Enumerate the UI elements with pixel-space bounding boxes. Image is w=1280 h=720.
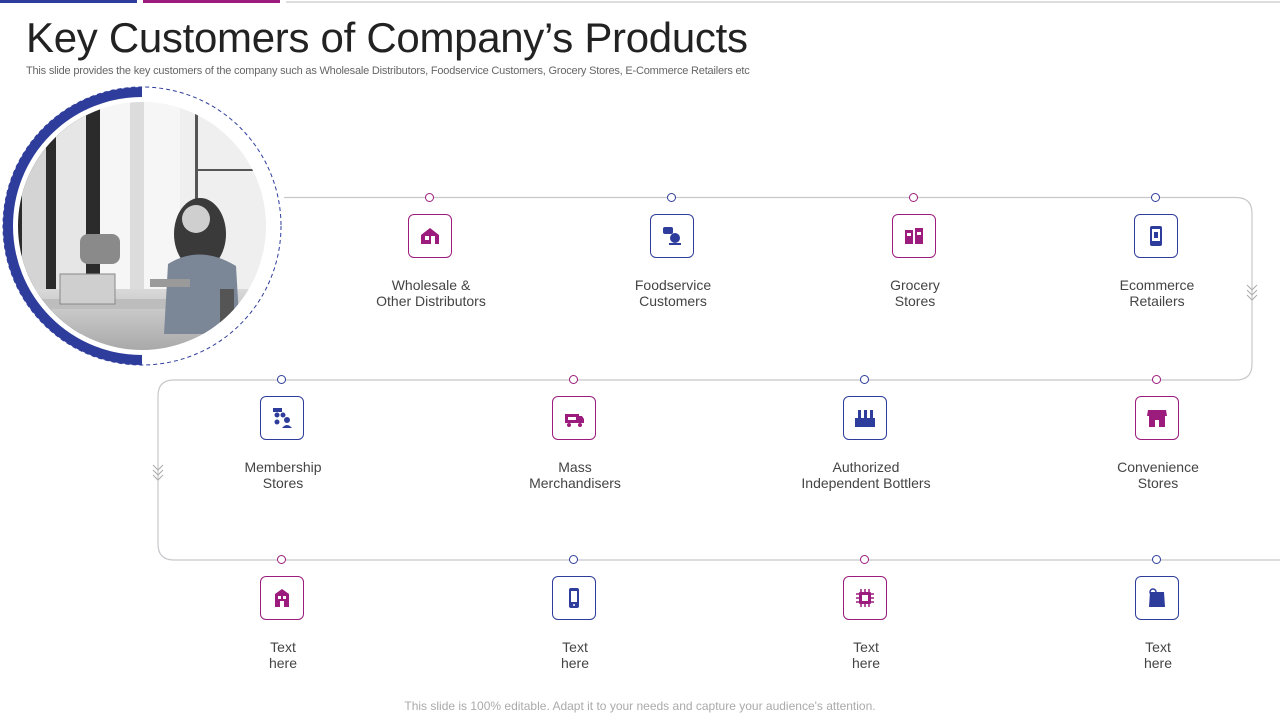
icon-frame: [650, 214, 694, 258]
storefront-icon: [1147, 410, 1167, 427]
customer-label: Mass Merchandisers: [529, 459, 621, 491]
icon-frame: [843, 396, 887, 440]
icon-frame: [1135, 576, 1179, 620]
top-accent-grey: [286, 1, 1280, 3]
icon-frame: [552, 396, 596, 440]
customer-label: Foodservice Customers: [634, 277, 712, 309]
connector-dot: [860, 555, 869, 564]
connector-dot: [569, 555, 578, 564]
warehouse-icon: [421, 228, 439, 244]
top-accent-blue: [0, 0, 137, 3]
chevron-down-icon: [1246, 284, 1258, 301]
placeholder-label: Text here: [1143, 639, 1173, 671]
connector-dot: [277, 375, 286, 384]
footer-note: This slide is 100% editable. Adapt it to…: [404, 699, 876, 713]
top-accent-magenta: [143, 0, 280, 3]
phone-shopping-icon: [1150, 226, 1162, 246]
connector-dot: [1151, 193, 1160, 202]
connector-dot: [909, 193, 918, 202]
connector-dot: [1152, 375, 1161, 384]
customer-label: Ecommerce Retailers: [1119, 277, 1195, 309]
delivery-truck-icon: [565, 414, 584, 427]
placeholder-label: Text here: [851, 639, 881, 671]
chevron-down-icon: [152, 464, 164, 481]
connector-dot: [569, 375, 578, 384]
membership-group-icon: [273, 408, 292, 428]
customer-label: Membership Stores: [244, 459, 322, 491]
page-subtitle: This slide provides the key customers of…: [26, 65, 750, 77]
bottling-plant-icon: [855, 410, 875, 427]
mobile-device-icon: [569, 588, 579, 608]
icon-frame: [260, 396, 304, 440]
icon-frame: [1134, 214, 1178, 258]
connector-dot: [425, 193, 434, 202]
icon-frame: [843, 576, 887, 620]
icon-frame: [408, 214, 452, 258]
icon-frame: [552, 576, 596, 620]
chip-icon: [856, 589, 874, 607]
icon-frame: [260, 576, 304, 620]
customer-label: Wholesale & Other Distributors: [376, 277, 486, 309]
customer-label: Authorized Independent Bottlers: [801, 459, 931, 491]
icon-frame: [1135, 396, 1179, 440]
grocery-store-icon: [905, 228, 923, 244]
bag-icon: [1149, 588, 1165, 607]
connector-dot: [277, 555, 286, 564]
office-photo: [0, 84, 284, 368]
icon-frame: [892, 214, 936, 258]
customer-label: Grocery Stores: [890, 277, 940, 309]
placeholder-label: Text here: [268, 639, 298, 671]
connector-dot: [860, 375, 869, 384]
food-service-icon: [663, 227, 681, 245]
connector-dot: [1152, 555, 1161, 564]
building-icon: [275, 589, 289, 607]
customer-label: Convenience Stores: [1117, 459, 1199, 491]
connector-dot: [667, 193, 676, 202]
page-title: Key Customers of Company’s Products: [26, 14, 748, 61]
placeholder-label: Text here: [560, 639, 590, 671]
